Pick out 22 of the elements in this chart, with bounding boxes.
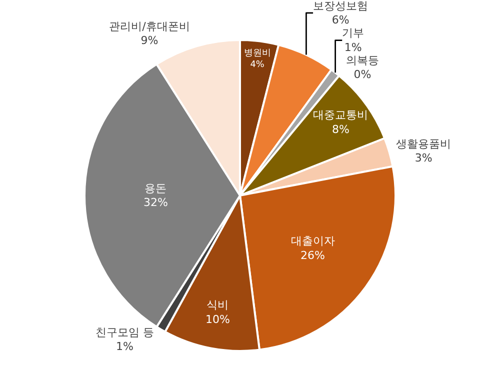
slice-label: 대출이자 <box>290 234 335 248</box>
slice-label: 친구모임 등 <box>96 326 154 339</box>
slice-label: 관리비/휴대폰비 <box>109 20 190 33</box>
slice-label: 병원비 <box>244 48 271 58</box>
data-label: 6% <box>332 14 350 27</box>
data-label: 3% <box>414 152 432 165</box>
data-label: 1% <box>344 40 362 54</box>
data-label: 1% <box>116 340 134 354</box>
data-label: 26% <box>300 249 325 262</box>
slice-label: 용돈 <box>144 182 167 195</box>
slice-label: 식비 <box>206 298 229 312</box>
data-label: 10% <box>206 312 230 326</box>
data-label: 9% <box>140 34 158 48</box>
text: 0% <box>354 68 372 82</box>
slice-label: 보장성보험 <box>313 0 368 12</box>
category-label: 의복등 <box>346 54 379 67</box>
slice-label: 생활용품비 <box>396 137 452 150</box>
slice-label: 대중교통비 <box>313 108 368 122</box>
data-label: 32% <box>143 196 168 210</box>
slice-label: 기부 <box>342 26 364 40</box>
data-label: 4% <box>250 60 264 70</box>
data-label: 8% <box>332 122 350 136</box>
